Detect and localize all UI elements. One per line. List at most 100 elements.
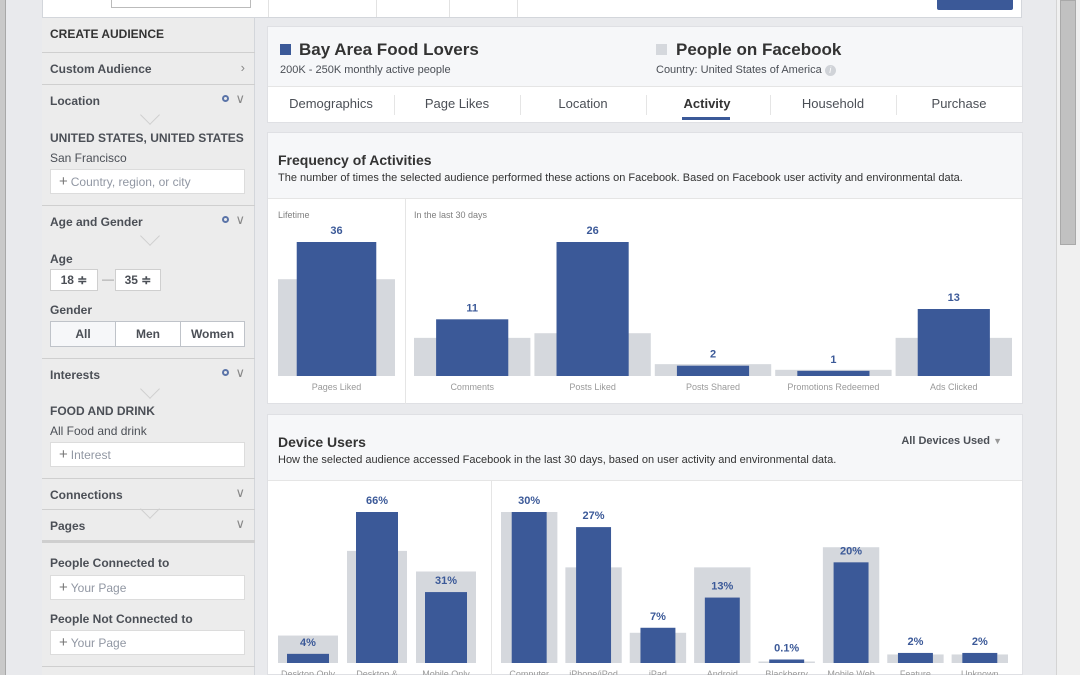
tab-divider xyxy=(770,95,771,115)
audience-bar xyxy=(436,319,509,376)
top-toolbar xyxy=(42,0,1022,18)
sidebar-item-location[interactable]: Location ∨ xyxy=(42,84,255,115)
audience-bar xyxy=(704,597,740,663)
people-connected-label: People Connected to xyxy=(50,556,170,570)
location-country: UNITED STATES, UNITED STATES xyxy=(50,131,244,145)
age-min-select[interactable]: 18 ≑ xyxy=(50,269,98,291)
sidebar: CREATE AUDIENCE Custom Audience › Locati… xyxy=(42,18,255,675)
plus-icon: + xyxy=(59,579,68,596)
sidebar-item-age-gender[interactable]: Age and Gender ∨ xyxy=(42,205,255,236)
gender-all-button[interactable]: All xyxy=(50,321,116,347)
plus-icon: + xyxy=(59,634,68,651)
device-filter-label: All Devices Used xyxy=(901,435,991,447)
plus-icon: + xyxy=(59,173,68,190)
age-label: Age xyxy=(50,252,73,266)
sidebar-item-label: Interests xyxy=(50,368,101,382)
tab-demographics[interactable]: Demographics xyxy=(289,96,373,111)
tab-household[interactable]: Household xyxy=(801,96,865,111)
device-title: Device Users xyxy=(278,434,366,450)
chevron-down-icon: ∨ xyxy=(235,212,245,227)
bar-value-label: 26 xyxy=(586,225,598,237)
gender-label: Gender xyxy=(50,303,93,317)
bar-value-label: 31% xyxy=(435,575,457,587)
window-frame xyxy=(0,0,6,675)
sidebar-item-interests[interactable]: Interests ∨ xyxy=(42,358,255,389)
connected-page-input[interactable]: + Your Page xyxy=(50,575,245,600)
tab-purchase[interactable]: Purchase xyxy=(931,96,987,111)
frequency-header: Frequency of Activities The number of ti… xyxy=(268,133,1022,199)
tab-divider xyxy=(896,95,897,115)
audience-bar xyxy=(296,242,377,376)
location-placeholder: Country, region, or city xyxy=(70,175,191,189)
audience-bar xyxy=(962,652,998,663)
category-label: Unknown xyxy=(961,669,999,675)
tab-activity[interactable]: Activity xyxy=(683,96,731,111)
bar-value-label: 66% xyxy=(366,495,388,507)
not-connected-page-input[interactable]: + Your Page xyxy=(50,630,245,655)
frequency-subtitle: The number of times the selected audienc… xyxy=(278,172,963,184)
chevron-right-icon: › xyxy=(240,60,245,75)
category-label: Mobile Web xyxy=(827,669,874,675)
interest-category: FOOD AND DRINK xyxy=(50,404,155,418)
toolbar-divider xyxy=(376,0,377,17)
device-card: Device Users How the selected audience a… xyxy=(267,414,1023,675)
sidebar-item-label: Location xyxy=(50,94,100,108)
bar-value-label: 0.1% xyxy=(774,643,799,655)
audience-bar xyxy=(425,592,467,663)
device-filter-dropdown[interactable]: All Devices Used ▼ xyxy=(901,435,1002,447)
sidebar-item-pages[interactable]: Pages ∨ xyxy=(42,509,255,540)
vertical-scrollbar[interactable] xyxy=(1056,0,1080,675)
category-label: Posts Liked xyxy=(569,382,616,392)
gender-men-button[interactable]: Men xyxy=(115,321,181,347)
gender-women-button[interactable]: Women xyxy=(180,321,245,347)
section-divider xyxy=(42,666,255,667)
category-label: Pages Liked xyxy=(312,382,362,392)
category-label: Comments xyxy=(450,382,494,392)
audience-bar xyxy=(576,527,612,663)
chevron-down-icon: ∨ xyxy=(235,365,245,380)
active-filter-dot-icon xyxy=(222,95,229,102)
bar-value-label: 11 xyxy=(466,302,478,314)
category-label: Mobile Only xyxy=(422,669,470,675)
bar-value-label: 4% xyxy=(300,637,316,649)
tab-page-likes[interactable]: Page Likes xyxy=(424,96,490,111)
sidebar-item-custom-audience[interactable]: Custom Audience › xyxy=(42,52,255,83)
device-subtitle: How the selected audience accessed Faceb… xyxy=(278,454,837,466)
sidebar-item-label: Connections xyxy=(50,488,123,502)
audience-header-card: Bay Area Food Lovers 200K - 250K monthly… xyxy=(267,26,1023,123)
tab-location[interactable]: Location xyxy=(558,96,608,111)
bar-value-label: 27% xyxy=(583,510,605,522)
info-icon[interactable]: i xyxy=(824,65,836,76)
category-label: Blackberry xyxy=(765,669,808,675)
bar-value-label: 2% xyxy=(907,636,923,648)
bar-value-label: 36 xyxy=(330,225,342,237)
sidebar-item-label: Age and Gender xyxy=(50,215,143,229)
device-header: Device Users How the selected audience a… xyxy=(268,415,1022,481)
audience-select[interactable] xyxy=(111,0,251,8)
bar-value-label: 7% xyxy=(650,611,666,623)
frequency-card: Frequency of Activities The number of ti… xyxy=(267,132,1023,404)
audience-bar xyxy=(769,659,805,663)
bar-value-label: 20% xyxy=(840,545,862,557)
audience-bar xyxy=(556,242,629,376)
location-city: San Francisco xyxy=(50,151,127,165)
last30-label: In the last 30 days xyxy=(414,210,488,220)
age-max-select[interactable]: 35 ≑ xyxy=(115,269,161,291)
category-label: Computer xyxy=(509,669,549,675)
caret-down-icon: ▼ xyxy=(993,436,1002,446)
toolbar-action-button[interactable] xyxy=(937,0,1013,10)
bar-value-label: 2 xyxy=(710,349,716,361)
benchmark-country-text: Country: United States of America xyxy=(656,64,822,76)
page-placeholder: Your Page xyxy=(70,581,127,595)
sidebar-item-connections[interactable]: Connections ∨ xyxy=(42,478,255,509)
audience-comparison: Bay Area Food Lovers 200K - 250K monthly… xyxy=(268,27,1022,87)
toolbar-divider xyxy=(517,0,518,17)
category-label: Ads Clicked xyxy=(930,382,978,392)
interest-input[interactable]: + Interest xyxy=(50,442,245,467)
scrollbar-thumb[interactable] xyxy=(1060,0,1076,245)
benchmark-country: Country: United States of America i xyxy=(656,64,836,76)
plus-icon: + xyxy=(59,446,68,463)
category-label: Desktop & xyxy=(356,669,398,675)
location-input[interactable]: + Country, region, or city xyxy=(50,169,245,194)
chevron-down-icon: ∨ xyxy=(235,485,245,500)
